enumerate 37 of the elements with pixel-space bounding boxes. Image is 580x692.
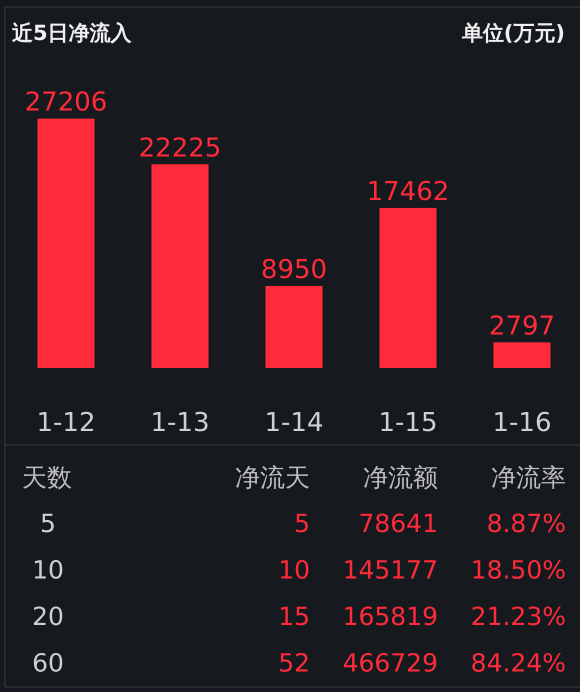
text: 5 bbox=[40, 509, 56, 538]
data-label: 8950 bbox=[260, 254, 328, 285]
bar bbox=[494, 342, 550, 368]
text: 52 bbox=[278, 648, 310, 678]
bar bbox=[380, 208, 436, 368]
x-tick-label: 1-16 bbox=[492, 408, 552, 438]
data-label: 27206 bbox=[24, 88, 108, 118]
text: 21.23% bbox=[470, 602, 566, 631]
category-label: 净流额 bbox=[363, 463, 438, 492]
text: 10 bbox=[278, 556, 310, 584]
data-label: 2797 bbox=[488, 311, 556, 342]
category-label: 净流率 bbox=[491, 463, 566, 492]
text: 单位(万元) bbox=[460, 21, 565, 45]
text: 165819 bbox=[342, 602, 438, 631]
category-label: 天数 bbox=[22, 463, 72, 492]
text: 5 bbox=[294, 509, 310, 538]
data-label: 17462 bbox=[366, 176, 450, 207]
x-tick-label: 1-13 bbox=[150, 408, 210, 438]
chart-title: 近5日净流入 bbox=[11, 21, 133, 45]
bar bbox=[38, 118, 94, 368]
text: 20 bbox=[32, 602, 64, 631]
text: 15 bbox=[278, 602, 310, 631]
text: 78641 bbox=[358, 509, 438, 538]
text: 145177 bbox=[342, 556, 438, 584]
text: 18.50% bbox=[470, 556, 566, 584]
category-label: 净流天 bbox=[235, 463, 310, 492]
text: 10 bbox=[32, 556, 64, 584]
x-tick-label: 1-12 bbox=[36, 408, 96, 438]
text: 60 bbox=[32, 648, 64, 678]
text: 466729 bbox=[342, 648, 438, 678]
text: 84.24% bbox=[470, 648, 566, 678]
bar bbox=[266, 286, 322, 368]
x-tick-label: 1-15 bbox=[378, 408, 438, 438]
data-label: 22225 bbox=[138, 133, 222, 164]
x-tick-label: 1-14 bbox=[264, 408, 324, 438]
bar bbox=[152, 164, 208, 368]
text: 8.87% bbox=[486, 509, 566, 538]
